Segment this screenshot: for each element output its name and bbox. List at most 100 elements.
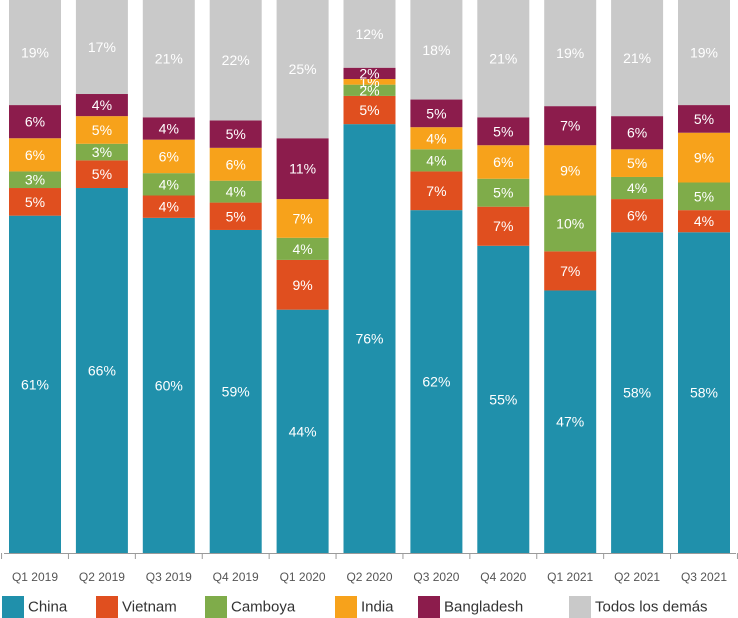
x-tick-label: Q4 2020 [480,570,526,584]
data-label-vietnam: 7% [426,183,446,199]
data-label-todos-los-demas: 19% [690,45,718,61]
segment-china [477,245,530,553]
data-label-china: 58% [623,385,651,401]
data-label-india: 6% [226,156,246,172]
segment-india [343,79,396,85]
legend-label: China [28,599,68,616]
data-label-vietnam: 4% [159,199,179,215]
data-label-vietnam: 6% [627,208,647,224]
data-label-bangladesh: 4% [92,97,112,113]
segment-todos-los-demas [75,0,128,95]
segment-india [142,139,195,174]
segment-india [9,138,61,172]
x-tick-label: Q3 2020 [413,570,459,584]
segment-bangladesh [410,99,463,128]
x-tick-label: Q1 2019 [12,570,58,584]
data-label-camboya: 10% [556,215,584,231]
segment-india [410,127,463,150]
data-label-china: 60% [155,377,183,393]
x-tick-label: Q1 2021 [547,570,593,584]
segment-todos-los-demas [142,0,195,118]
bar-q3-2019: 60% 4% 4% 6% 4% 21% [142,0,195,553]
segment-todos-los-demas [276,0,329,139]
x-tick-label: Q3 2019 [146,570,192,584]
data-label-todos-los-demas: 25% [289,61,317,77]
x-tick-label: Q2 2021 [614,570,660,584]
segment-india [611,149,664,177]
legend-item-camboya: Camboya [205,596,296,618]
segment-camboya [142,173,195,196]
x-tick-label: Q3 2021 [681,570,727,584]
legend: China Vietnam Camboya India Bangladesh Todos … [2,596,708,618]
legend-label: India [361,599,394,616]
legend-label: Todos los demás [595,599,708,616]
segment-camboya [9,171,61,189]
legend-item-china: China [2,596,68,618]
segment-camboya [678,182,730,211]
segment-bangladesh [276,138,329,200]
data-label-china: 44% [289,423,317,439]
bar-q1-2021: 47% 7% 10% 9% 7% 19% [544,0,597,553]
segment-todos-los-demas [678,0,730,106]
segment-china [75,188,128,553]
data-label-todos-los-demas: 22% [222,52,250,68]
legend-swatch [205,596,227,618]
segment-todos-los-demas [544,0,597,107]
segment-camboya [410,149,463,172]
segment-vietnam [678,210,730,233]
bar-q1-2019: 61% 5% 3% 6% 6% 19% [9,0,61,554]
x-tick-label: Q2 2020 [346,570,392,584]
data-label-bangladesh: 5% [694,111,714,127]
segment-vietnam [209,202,262,230]
data-label-bangladesh: 4% [159,120,179,136]
data-label-bangladesh: 5% [426,105,446,121]
segment-china [343,124,396,554]
legend-item-bangladesh: Bangladesh [418,596,523,618]
segment-bangladesh [9,105,61,139]
segment-china [544,290,597,553]
segment-vietnam [142,195,195,218]
data-label-vietnam: 9% [292,277,312,293]
segment-india [209,147,262,181]
segment-bangladesh [477,117,530,146]
segment-bangladesh [142,117,195,140]
data-label-todos-los-demas: 17% [88,39,116,55]
data-label-camboya: 4% [426,152,446,168]
bar-q2-2020: 76%5%2%1%2%12% [343,0,396,554]
legend-swatch [418,596,440,618]
data-label-bangladesh: 5% [226,126,246,142]
data-label-todos-los-demas: 12% [355,26,383,42]
data-label-camboya: 4% [226,184,246,200]
segment-vietnam [477,206,530,246]
bar-q4-2019: 59% 5% 4% 6% 5% 22% [209,0,262,554]
data-label-india: 5% [92,122,112,138]
data-label-vietnam: 7% [493,218,513,234]
data-label-india: 7% [292,210,312,226]
segment-vietnam [343,95,396,125]
data-label-china: 76% [355,331,383,347]
segment-todos-los-demas [209,0,262,121]
data-label-india: 6% [25,147,45,163]
data-label-bangladesh: 2% [359,65,379,81]
segment-camboya [477,178,530,207]
data-label-india: 4% [426,130,446,146]
segment-camboya [544,195,597,252]
segment-bangladesh [75,94,128,117]
segment-camboya [75,143,128,161]
segment-todos-los-demas [611,0,664,117]
legend-swatch [335,596,357,618]
segment-china [142,217,195,553]
segment-vietnam [9,188,61,216]
bar-q2-2021: 58% 6% 4% 5% 6% 21% [611,0,664,553]
data-label-bangladesh: 5% [493,123,513,139]
segment-bangladesh [343,67,396,79]
segment-camboya [276,237,329,260]
legend-label: Bangladesh [444,599,523,616]
segment-todos-los-demas [477,0,530,118]
data-label-camboya: 5% [493,185,513,201]
segment-vietnam [544,251,597,291]
data-label-camboya: 5% [694,188,714,204]
data-label-vietnam: 5% [359,102,379,118]
legend-item-vietnam: Vietnam [96,596,177,618]
